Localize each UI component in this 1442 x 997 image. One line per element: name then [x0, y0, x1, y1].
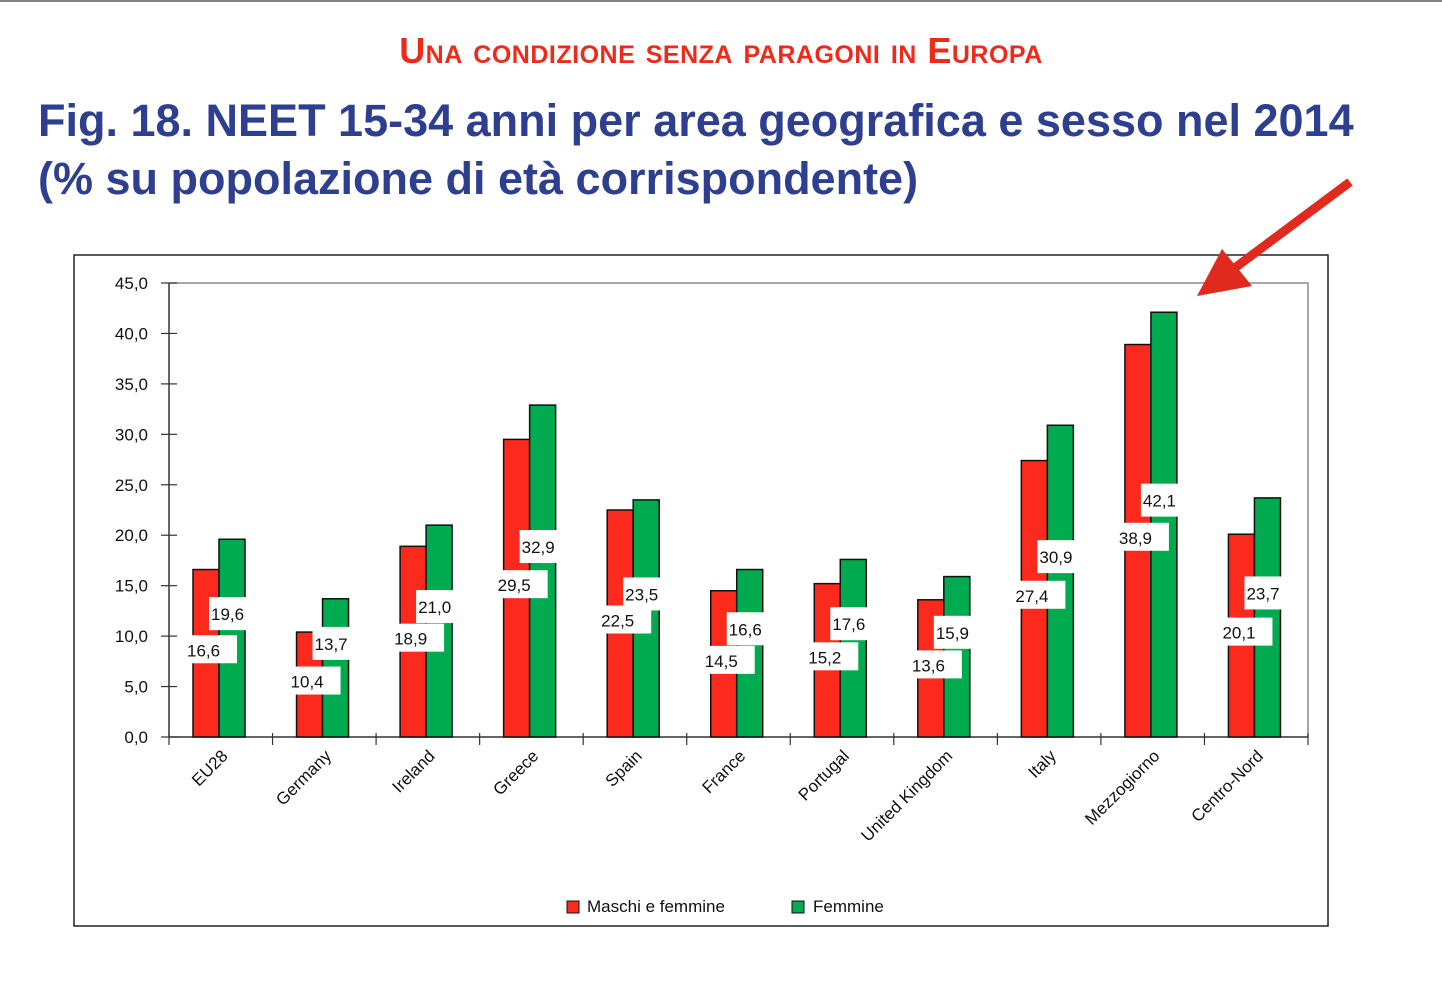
data-label-maschi-e-femmine: 20,1 [1222, 624, 1255, 643]
data-label-bg [312, 626, 351, 660]
arrow-annotation [1197, 178, 1353, 296]
slide-subtitle: Una condizione senza paragoni in Europa [399, 30, 1043, 71]
data-label-femmine: 15,9 [936, 624, 969, 643]
data-label-maschi-e-femmine: 16,6 [187, 641, 220, 660]
data-label-bg [623, 577, 662, 611]
data-label-bg [392, 623, 445, 652]
data-label-maschi-e-femmine: 29,5 [498, 576, 531, 595]
data-label-bg [1140, 483, 1179, 517]
y-tick-label: 0,0 [124, 728, 148, 747]
data-label-bg [519, 530, 558, 564]
legend-swatch-femmine [791, 900, 805, 914]
data-label-bg [495, 570, 548, 599]
data-label-bg [1116, 522, 1169, 551]
data-label-femmine: 42,1 [1143, 492, 1176, 511]
data-label-bg [726, 612, 765, 646]
data-label-femmine: 16,6 [729, 620, 762, 639]
data-label-maschi-e-femmine: 14,5 [705, 652, 738, 671]
data-label-bg [416, 590, 455, 624]
data-label-bg [1244, 576, 1283, 610]
y-tick-label: 30,0 [115, 425, 148, 444]
data-label-maschi-e-femmine: 10,4 [291, 673, 324, 692]
data-label-bg [209, 597, 247, 631]
data-label-bg [806, 642, 859, 671]
y-tick-label: 10,0 [115, 627, 148, 646]
y-tick-label: 5,0 [124, 678, 148, 697]
data-label-femmine: 23,5 [625, 585, 658, 604]
data-label-bg [288, 666, 341, 695]
y-tick-label: 40,0 [115, 324, 148, 343]
data-label-bg [1220, 617, 1273, 646]
data-label-femmine: 13,7 [315, 635, 348, 654]
y-tick-label: 20,0 [115, 526, 148, 545]
y-tick-label: 25,0 [115, 476, 148, 495]
data-label-bg [830, 607, 869, 641]
y-tick-label: 35,0 [115, 375, 148, 394]
data-label-femmine: 32,9 [522, 538, 555, 557]
chart-frame [73, 254, 1329, 927]
plot-border [169, 282, 1309, 737]
data-label-femmine: 19,6 [211, 605, 244, 624]
data-label-femmine: 17,6 [832, 615, 865, 634]
y-tick-label: 45,0 [115, 274, 148, 293]
top-border [0, 0, 1442, 2]
data-label-maschi-e-femmine: 22,5 [601, 612, 634, 631]
arrow-shaft [1229, 178, 1353, 274]
legend: Maschi e femmine Femmine [566, 897, 884, 916]
legend-swatch-maschi-e-femmine [566, 900, 580, 914]
data-label-femmine: 30,9 [1039, 548, 1072, 567]
data-label-bg [909, 650, 962, 679]
data-label-maschi-e-femmine: 15,2 [808, 648, 841, 667]
y-tick-label: 15,0 [115, 577, 148, 596]
data-label-femmine: 21,0 [418, 598, 451, 617]
data-label-femmine: 23,7 [1246, 584, 1279, 603]
data-label-bg [185, 635, 237, 664]
data-label-maschi-e-femmine: 13,6 [912, 656, 945, 675]
data-label-bg [1013, 580, 1066, 609]
figure-title: Fig. 18. NEET 15-34 anni per area geogra… [38, 95, 1354, 204]
data-label-maschi-e-femmine: 18,9 [394, 630, 427, 649]
bar-femmine [1253, 497, 1282, 738]
data-label-bg [1037, 540, 1076, 574]
arrow-head [1197, 249, 1252, 296]
data-label-bg [933, 615, 972, 649]
data-label-maschi-e-femmine: 27,4 [1015, 587, 1048, 606]
legend-label-femmine: Femmine [813, 897, 884, 916]
data-label-bg [702, 645, 755, 674]
legend-label-maschi-e-femmine: Maschi e femmine [587, 897, 725, 916]
data-label-maschi-e-femmine: 38,9 [1119, 529, 1152, 548]
